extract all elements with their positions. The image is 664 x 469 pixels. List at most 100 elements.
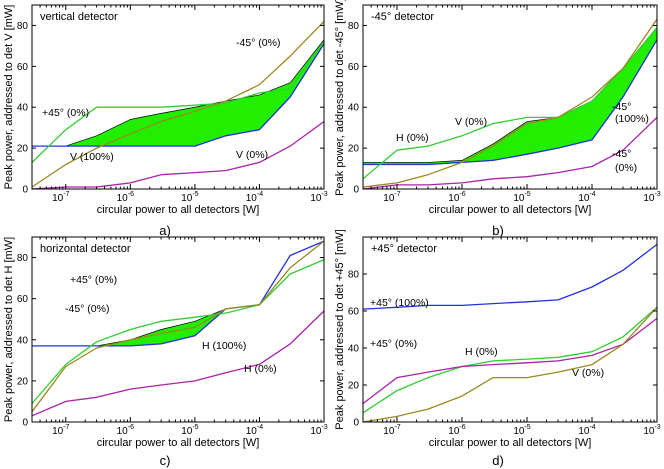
annotation: (0%): [615, 162, 637, 174]
annotation: H (0%): [396, 132, 429, 144]
y-tick-label: 80: [348, 270, 360, 281]
series-line-45-0: [31, 41, 325, 163]
y-tick-label: 40: [17, 335, 29, 346]
annotation: V (0%): [236, 149, 268, 161]
y-tick-label: 60: [17, 62, 29, 73]
x-tick-exponent: -7: [63, 424, 69, 431]
plot-frame: [31, 4, 325, 190]
y-tick-label: 40: [348, 103, 360, 114]
x-tick-exponent: -7: [394, 191, 400, 198]
series-line-v-0: [362, 18, 658, 188]
y-tick-label: 20: [17, 376, 29, 387]
x-tick-label: 10-7: [383, 424, 400, 437]
panel-title: vertical detector: [40, 11, 118, 23]
x-tick-label: 10-3: [643, 191, 660, 204]
x-tick-base: 10: [578, 426, 590, 437]
x-tick-exponent: -6: [128, 191, 134, 198]
x-tick-label: 10-6: [117, 424, 134, 437]
x-tick-exponent: -6: [459, 424, 465, 431]
x-tick-base: 10: [117, 426, 129, 437]
x-tick-exponent: -3: [321, 191, 327, 198]
y-tick-label: 0: [22, 185, 28, 196]
x-tick-base: 10: [383, 193, 395, 204]
y-tick-label: 40: [17, 103, 29, 114]
annotation: H (100%): [202, 340, 246, 352]
annotation: -45°: [612, 101, 631, 113]
x-tick-base: 10: [643, 193, 655, 204]
annotation: V (0%): [455, 116, 487, 128]
x-tick-base: 10: [643, 426, 655, 437]
x-tick-exponent: -4: [257, 191, 263, 198]
x-tick-base: 10: [448, 426, 460, 437]
plot-frame: [362, 236, 658, 423]
x-tick-label: 10-5: [181, 191, 198, 204]
panel-title: +45° detector: [371, 243, 437, 255]
x-tick-base: 10: [117, 193, 129, 204]
x-tick-label: 10-7: [52, 191, 69, 204]
annotation: -45°: [612, 148, 631, 160]
panel-title: horizontal detector: [40, 243, 131, 255]
x-tick-exponent: -7: [394, 424, 400, 431]
x-tick-label: 10-6: [117, 191, 134, 204]
panel-caption: b): [492, 223, 504, 238]
y-tick-label: 80: [17, 253, 29, 264]
x-tick-label: 10-3: [310, 191, 327, 204]
annotation: +45° (100%): [370, 297, 429, 309]
series-line-45-100: [362, 243, 658, 310]
plot-frame: [362, 4, 658, 190]
annotation: V (0%): [572, 367, 604, 379]
y-axis-label: Peak power, addressed to det H [mW]: [3, 237, 15, 422]
x-axis-label: circular power to all detectors [W]: [429, 437, 592, 449]
x-tick-exponent: -4: [589, 191, 595, 198]
series-line-v-0: [31, 120, 325, 190]
x-tick-exponent: -4: [589, 424, 595, 431]
x-axis-label: circular power to all detectors [W]: [97, 204, 260, 216]
x-tick-base: 10: [52, 193, 64, 204]
x-tick-base: 10: [181, 426, 193, 437]
x-tick-base: 10: [52, 426, 64, 437]
panel-caption: d): [492, 453, 504, 468]
plot-frame: [31, 236, 325, 423]
y-axis-label: Peak power, addressed to det V [mW]: [3, 5, 15, 190]
x-tick-exponent: -5: [524, 191, 530, 198]
annotation: +45° (0%): [370, 338, 417, 350]
y-tick-label: 20: [348, 381, 360, 392]
panel-caption: c): [160, 453, 171, 468]
x-tick-base: 10: [310, 426, 322, 437]
x-tick-exponent: -3: [654, 191, 660, 198]
x-tick-label: 10-5: [513, 191, 530, 204]
y-tick-label: 40: [348, 344, 360, 355]
y-tick-label: 80: [348, 21, 360, 32]
x-tick-label: 10-5: [513, 424, 530, 437]
annotation: H (0%): [244, 363, 277, 375]
x-tick-exponent: -7: [63, 191, 69, 198]
x-tick-base: 10: [513, 426, 525, 437]
x-tick-label: 10-4: [578, 191, 595, 204]
x-tick-label: 10-4: [246, 424, 263, 437]
x-tick-base: 10: [578, 193, 590, 204]
x-tick-base: 10: [310, 193, 322, 204]
annotation: (100%): [615, 113, 649, 125]
x-tick-label: 10-6: [448, 424, 465, 437]
y-tick-label: 80: [17, 21, 29, 32]
y-axis-label: Peak power, addressed to det +45° [mW]: [334, 229, 346, 429]
x-tick-exponent: -5: [192, 424, 198, 431]
series-line-45-0: [31, 20, 325, 188]
panel-caption: a): [159, 223, 171, 238]
series-line-h-0: [31, 310, 325, 417]
x-tick-base: 10: [246, 193, 258, 204]
x-tick-exponent: -4: [257, 424, 263, 431]
annotation: V (100%): [70, 151, 114, 163]
series-line-45-0: [31, 259, 325, 404]
x-tick-label: 10-6: [448, 191, 465, 204]
x-tick-exponent: -3: [654, 424, 660, 431]
x-tick-label: 10-7: [383, 191, 400, 204]
x-tick-exponent: -6: [128, 424, 134, 431]
x-tick-base: 10: [448, 193, 460, 204]
annotation: +45° (0%): [70, 274, 117, 286]
